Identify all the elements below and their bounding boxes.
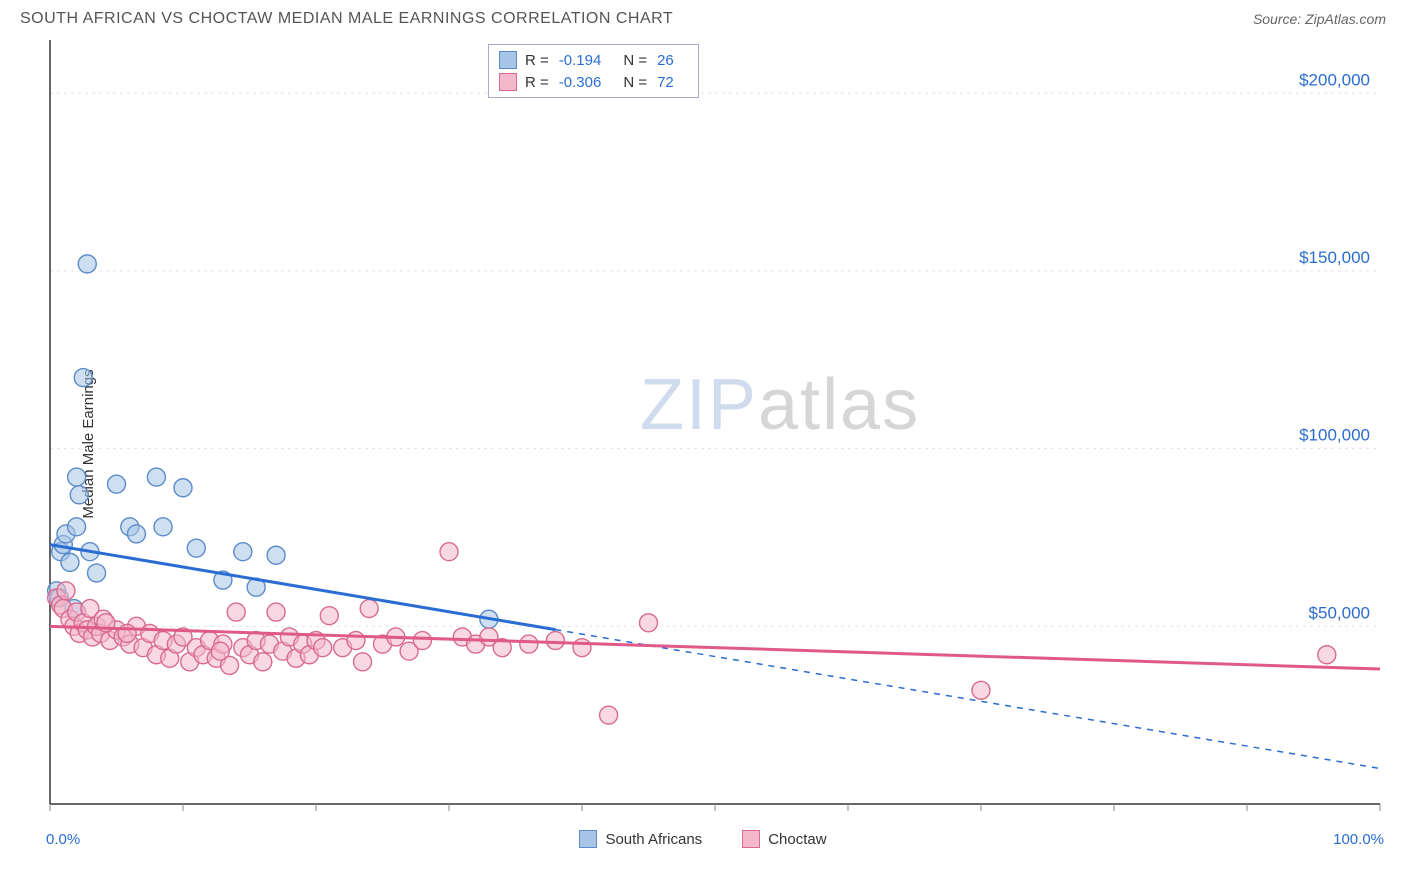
legend-item-0: South Africans [579, 830, 702, 848]
stats-n-value-0: 26 [657, 52, 674, 69]
chart-title: SOUTH AFRICAN VS CHOCTAW MEDIAN MALE EAR… [20, 10, 673, 28]
stats-legend-box: R = -0.194 N = 26 R = -0.306 N = 72 [488, 44, 699, 98]
stats-r-label-1: R = [525, 74, 549, 91]
stats-n-label-0: N = [623, 52, 647, 69]
legend-item-1: Choctaw [742, 830, 826, 848]
chart-header: SOUTH AFRICAN VS CHOCTAW MEDIAN MALE EAR… [0, 0, 1406, 34]
svg-text:$50,000: $50,000 [1309, 603, 1370, 622]
stats-row-0: R = -0.194 N = 26 [499, 49, 688, 71]
stats-r-label-0: R = [525, 52, 549, 69]
stats-r-value-0: -0.194 [559, 52, 602, 69]
legend-label-1: Choctaw [768, 831, 826, 848]
stats-n-value-1: 72 [657, 74, 674, 91]
legend-swatch-1 [742, 830, 760, 848]
stats-swatch-1 [499, 73, 517, 91]
svg-text:$100,000: $100,000 [1299, 426, 1370, 445]
svg-text:$150,000: $150,000 [1299, 248, 1370, 267]
bottom-legend: South Africans Choctaw [0, 824, 1406, 854]
stats-row-1: R = -0.306 N = 72 [499, 71, 688, 93]
chart-container: Median Male Earnings $50,000$100,000$150… [0, 34, 1406, 854]
scatter-chart: $50,000 $100,000 $150,000 $200,000 [0, 34, 1406, 854]
stats-n-label-1: N = [623, 74, 647, 91]
stats-swatch-0 [499, 51, 517, 69]
legend-label-0: South Africans [605, 831, 702, 848]
stats-r-value-1: -0.306 [559, 74, 602, 91]
legend-swatch-0 [579, 830, 597, 848]
svg-text:$200,000: $200,000 [1299, 70, 1370, 89]
source-label: Source: ZipAtlas.com [1253, 11, 1386, 27]
